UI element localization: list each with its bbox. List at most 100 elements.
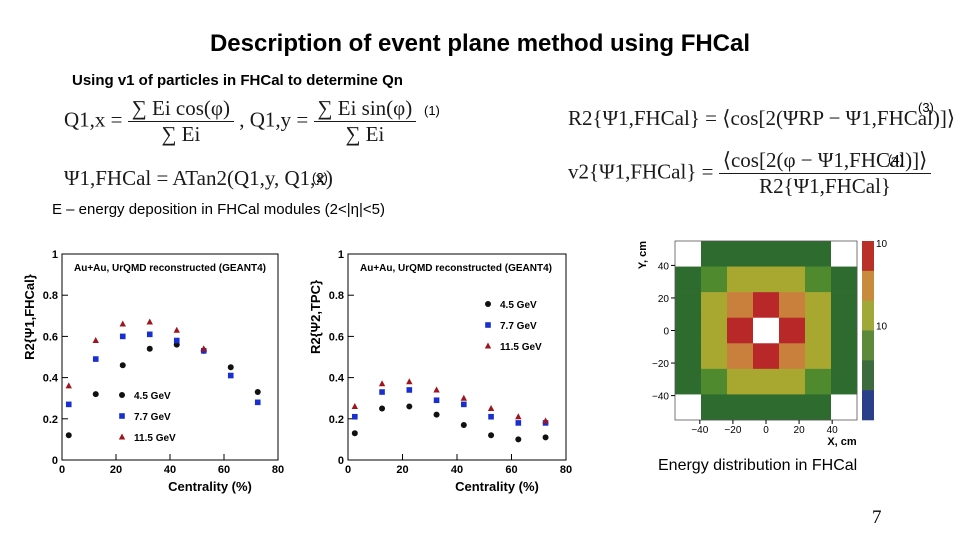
chart0-ytick-label: 0.4 [43,373,59,385]
heatmap-cell [805,368,832,395]
eq3-label: (3) [918,100,934,115]
chart1-point-triangle [406,378,413,385]
chart0-legend-label: 11.5 GeV [134,433,176,444]
chart1-legend-marker [485,322,491,328]
colorbar-segment [862,300,874,331]
eq1-q1x: Q1,x = [64,107,123,132]
chart0-point-circle [119,362,126,369]
chart1-point-triangle [433,386,440,393]
heatmap-cell [701,394,728,421]
chart0-point-circle [146,345,153,352]
chart0-legend-label: 7.7 GeV [134,412,171,423]
heatmap-xtick-label: −20 [724,425,741,436]
chart1-ytick-label: 0.4 [329,373,345,385]
chart1-point-circle [542,434,549,441]
chart1-legend-marker [484,342,492,349]
chart0-legend-label: 4.5 GeV [134,391,171,402]
eq1-num-x: ∑ Ei cos(φ) [127,96,234,122]
heatmap-cell [701,266,728,293]
heatmap-cell [753,292,780,319]
chart1-legend-label: 4.5 GeV [500,300,537,311]
chart0-point-square [146,331,153,338]
colorbar-segment [862,390,874,421]
energy-deposition-note: E – energy deposition in FHCal modules (… [52,201,385,218]
heatmap-cell [831,241,858,267]
heatmap-cell [779,343,806,370]
chart0-point-square [119,333,126,340]
equation-2: Ψ1,FHCal = ATan2(Q1,y, Q1,x) [64,166,333,190]
heatmap-ytick-label: 0 [663,327,669,338]
chart1-point-square [352,413,358,420]
colorbar-segment [862,270,874,301]
chart0-xtick-label: 20 [110,464,122,476]
chart0-point-circle [227,364,234,371]
chart1-point-square [433,397,440,404]
slide-subtitle: Using v1 of particles in FHCal to determ… [72,72,403,89]
heatmap-xlabel: X, cm [827,436,857,448]
chart1-ylabel: R2{Ψ2,TPC} [308,280,323,354]
chart1-point-square [379,389,385,395]
chart1-xtick-label: 40 [451,464,463,476]
page-number: 7 [872,507,882,528]
heatmap-cell [675,292,702,319]
heatmap-cell [727,368,754,395]
chart1-xtick-label: 60 [505,464,517,476]
heatmap-caption: Energy distribution in FHCal [658,457,858,474]
eq1-fraction-y: ∑ Ei sin(φ) ∑ Ei [313,96,417,147]
heatmap-cell [805,343,832,370]
heatmap-cell [675,317,702,344]
chart1-point-square [515,420,522,426]
heatmap-cell [753,241,780,267]
heatmap-cell [727,292,754,319]
heatmap-cell [701,343,728,370]
eq1-label: (1) [424,103,440,118]
heatmap-cell [753,317,780,344]
chart1-point-triangle [515,413,522,420]
heatmap-cell [779,266,806,293]
heatmap-cell [779,317,806,344]
heatmap-cell [701,241,728,267]
chart0-ylabel: R2{Ψ1,FHCal} [22,274,37,360]
equation-3: R2{Ψ1,FHCal} = ⟨cos[2(ΨRP − Ψ1,FHCal)]⟩ [568,106,956,130]
chart0-xtick-label: 60 [218,464,230,476]
heatmap-ylabel: Y, cm [637,241,649,269]
chart0-point-triangle [173,326,180,333]
chart1-legend-marker [485,301,491,307]
chart0-point-square [254,399,261,406]
heatmap-xtick-label: 40 [827,425,839,436]
chart0-point-circle [65,432,72,439]
chart0-background [20,226,298,498]
chart0-xtick-label: 40 [164,464,176,476]
chart1-legend-label: 7.7 GeV [500,321,537,332]
heatmap-cell [701,292,728,319]
equation-4: v2{Ψ1,FHCal} = ⟨cos[2(φ − Ψ1,FHCal)]⟩ R2… [568,148,932,199]
chart1-ytick-label: 1 [338,249,344,261]
heatmap-xtick-label: 20 [794,425,806,436]
chart1-ytick-label: 0.2 [329,414,344,426]
chart1-point-triangle [542,417,549,424]
eq4-lhs: v2{Ψ1,FHCal} = [568,159,714,184]
chart1-background [298,226,592,498]
heatmap-cell [727,343,754,370]
heatmap-cell [727,394,754,421]
heatmap-cell [727,317,754,344]
chart1-point-square [406,387,413,393]
chart0-ytick-label: 0.2 [43,414,58,426]
colorbar-segment [862,241,874,272]
heatmap-cell [701,368,728,395]
colorbar-segment [862,330,874,361]
heatmap-cell [675,343,702,370]
heatmap-cell [779,394,806,421]
chart0-xlabel: Centrality (%) [168,479,252,494]
heatmap-cell [727,266,754,293]
eq1-fraction-x: ∑ Ei cos(φ) ∑ Ei [127,96,234,147]
chart1-xtick-label: 0 [345,464,351,476]
chart0-xtick-label: 80 [272,464,284,476]
chart1-point-triangle [487,405,495,411]
chart0-title: Au+Au, UrQMD reconstructed (GEANT4) [74,263,266,274]
chart1-point-circle [460,421,467,428]
heatmap-cell [701,317,728,344]
chart0-point-triangle [119,320,126,327]
chart0-point-triangle [92,337,99,344]
